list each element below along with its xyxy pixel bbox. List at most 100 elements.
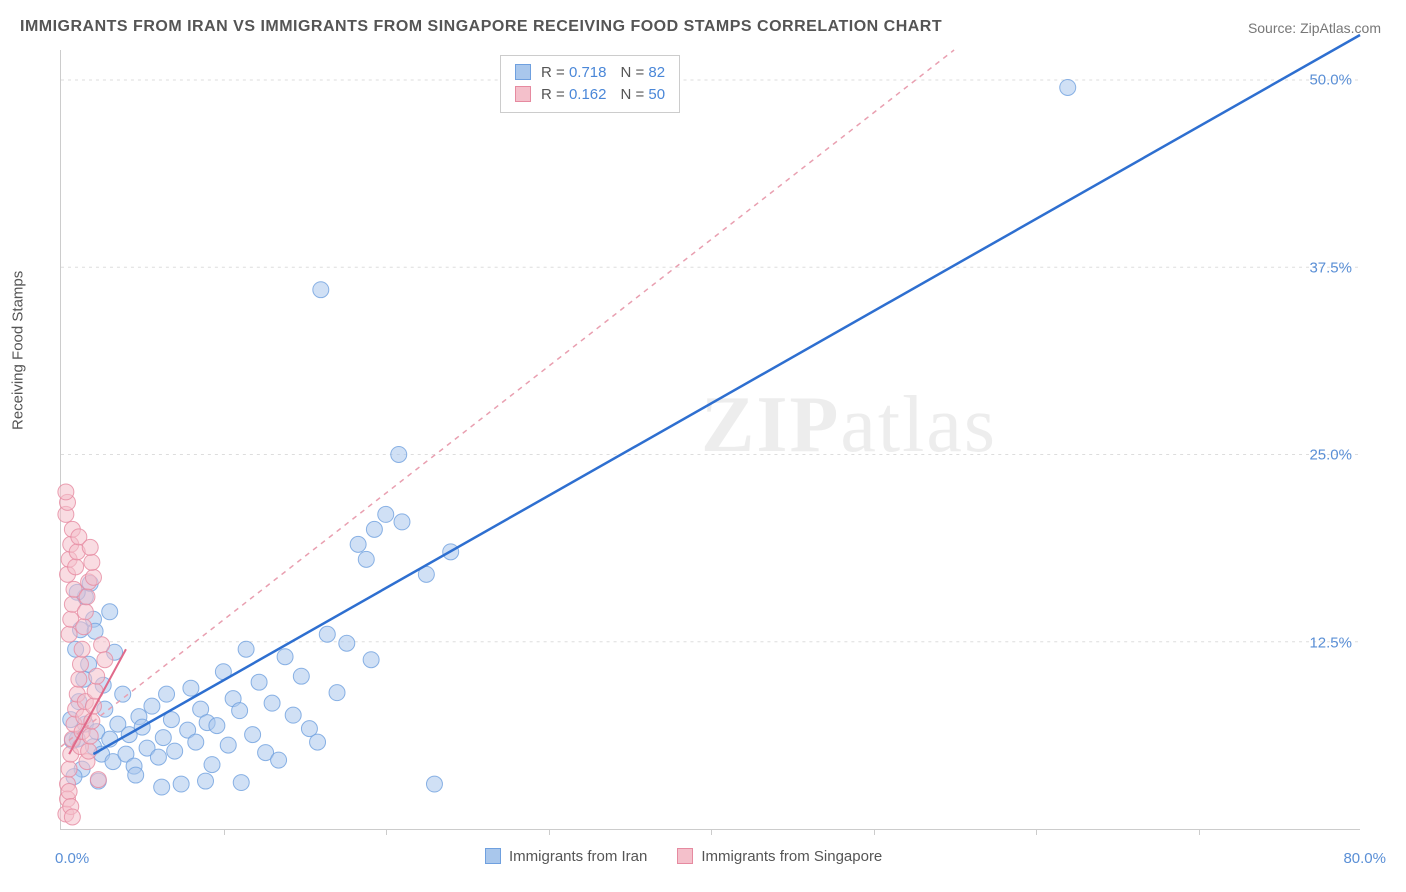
x-tick <box>549 829 550 835</box>
y-tick-label: 37.5% <box>1309 259 1352 276</box>
scatter-point-iran <box>183 680 199 696</box>
x-tick <box>224 829 225 835</box>
legend-swatch <box>677 848 693 864</box>
scatter-point-singapore <box>64 809 80 825</box>
x-tick <box>1199 829 1200 835</box>
scatter-point-iran <box>251 674 267 690</box>
scatter-point-iran <box>363 652 379 668</box>
scatter-point-iran <box>150 749 166 765</box>
scatter-point-iran <box>154 779 170 795</box>
scatter-point-iran <box>198 773 214 789</box>
x-tick <box>711 829 712 835</box>
y-tick-label: 25.0% <box>1309 447 1352 464</box>
legend-label: Immigrants from Singapore <box>701 848 882 865</box>
scatter-point-iran <box>391 446 407 462</box>
legend-swatch <box>515 86 531 102</box>
legend-item: Immigrants from Singapore <box>677 848 882 865</box>
x-tick <box>874 829 875 835</box>
r-value: 0.162 <box>569 86 607 103</box>
scatter-point-iran <box>204 757 220 773</box>
scatter-point-singapore <box>81 743 97 759</box>
scatter-point-iran <box>285 707 301 723</box>
legend-series: Immigrants from Iran Immigrants from Sing… <box>485 848 912 865</box>
r-value: 0.718 <box>569 64 607 81</box>
scatter-point-iran <box>102 604 118 620</box>
scatter-point-singapore <box>61 626 77 642</box>
scatter-point-singapore <box>85 569 101 585</box>
n-value: 82 <box>648 64 665 81</box>
scatter-point-iran <box>313 282 329 298</box>
scatter-point-iran <box>293 668 309 684</box>
scatter-point-singapore <box>79 589 95 605</box>
scatter-point-iran <box>238 641 254 657</box>
n-value: 50 <box>648 86 665 103</box>
scatter-point-singapore <box>90 772 106 788</box>
scatter-point-singapore <box>94 637 110 653</box>
scatter-point-iran <box>209 718 225 734</box>
scatter-point-singapore <box>58 484 74 500</box>
x-tick <box>1036 829 1037 835</box>
scatter-point-iran <box>1060 79 1076 95</box>
scatter-point-singapore <box>82 728 98 744</box>
scatter-point-iran <box>358 551 374 567</box>
trend-line-iran <box>93 35 1360 754</box>
trend-line-singapore <box>61 50 954 747</box>
scatter-point-singapore <box>68 559 84 575</box>
scatter-point-iran <box>339 635 355 651</box>
scatter-point-iran <box>155 730 171 746</box>
x-min-label: 0.0% <box>55 850 89 867</box>
y-tick-label: 12.5% <box>1309 634 1352 651</box>
scatter-point-iran <box>233 775 249 791</box>
legend-swatch <box>515 64 531 80</box>
scatter-point-iran <box>144 698 160 714</box>
scatter-point-singapore <box>76 619 92 635</box>
scatter-point-iran <box>329 685 345 701</box>
scatter-point-iran <box>426 776 442 792</box>
plot-svg <box>61 50 1360 829</box>
scatter-point-iran <box>173 776 189 792</box>
scatter-point-iran <box>167 743 183 759</box>
scatter-point-iran <box>264 695 280 711</box>
scatter-point-singapore <box>61 761 77 777</box>
x-tick <box>386 829 387 835</box>
scatter-point-iran <box>394 514 410 530</box>
scatter-point-iran <box>277 649 293 665</box>
y-tick-label: 50.0% <box>1309 72 1352 89</box>
scatter-point-iran <box>188 734 204 750</box>
n-label: N = <box>620 64 648 81</box>
source-label: Source: ZipAtlas.com <box>1248 20 1381 36</box>
scatter-point-iran <box>245 727 261 743</box>
scatter-point-singapore <box>74 641 90 657</box>
scatter-point-singapore <box>71 671 87 687</box>
legend-stats: R = 0.718 N = 82 R = 0.162 N = 50 <box>500 55 680 113</box>
scatter-point-iran <box>220 737 236 753</box>
scatter-point-singapore <box>77 604 93 620</box>
n-label: N = <box>620 86 648 103</box>
scatter-point-iran <box>271 752 287 768</box>
r-label: R = <box>541 86 569 103</box>
y-axis-title: Receiving Food Stamps <box>10 271 27 430</box>
scatter-point-iran <box>319 626 335 642</box>
scatter-point-singapore <box>89 668 105 684</box>
scatter-point-singapore <box>97 652 113 668</box>
legend-stat-row: R = 0.718 N = 82 <box>515 62 665 84</box>
x-max-label: 80.0% <box>1343 850 1386 867</box>
r-label: R = <box>541 64 569 81</box>
scatter-point-singapore <box>84 554 100 570</box>
scatter-point-iran <box>310 734 326 750</box>
scatter-point-iran <box>128 767 144 783</box>
legend-swatch <box>485 848 501 864</box>
scatter-point-iran <box>232 703 248 719</box>
scatter-point-singapore <box>72 656 88 672</box>
plot-area: ZIPatlas 12.5%25.0%37.5%50.0% <box>60 50 1360 830</box>
scatter-point-iran <box>366 521 382 537</box>
legend-label: Immigrants from Iran <box>509 848 647 865</box>
chart-title: IMMIGRANTS FROM IRAN VS IMMIGRANTS FROM … <box>20 18 942 36</box>
legend-stat-row: R = 0.162 N = 50 <box>515 84 665 106</box>
scatter-point-singapore <box>61 784 77 800</box>
scatter-point-singapore <box>82 539 98 555</box>
scatter-point-iran <box>159 686 175 702</box>
scatter-point-iran <box>115 686 131 702</box>
legend-item: Immigrants from Iran <box>485 848 647 865</box>
scatter-point-iran <box>350 536 366 552</box>
